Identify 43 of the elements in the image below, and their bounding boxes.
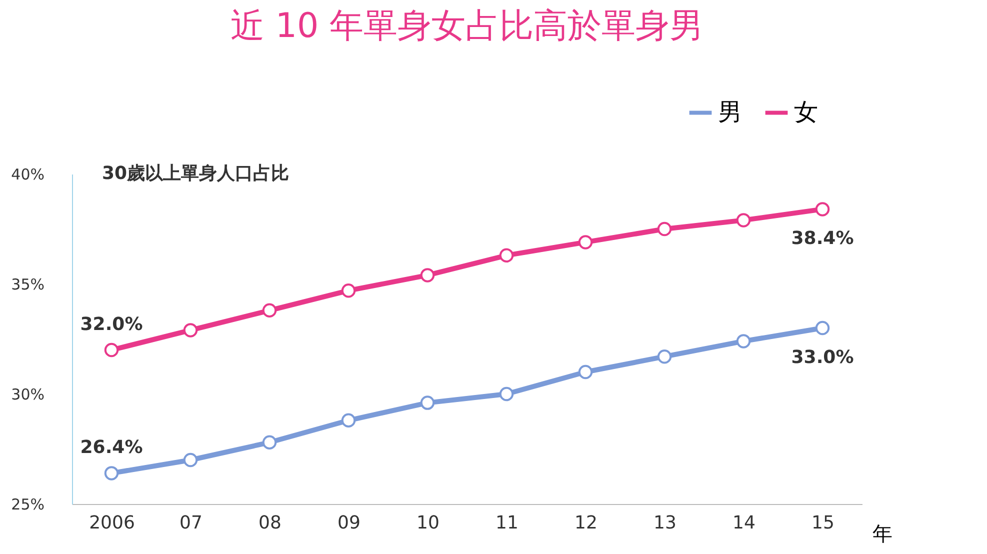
data-label: 38.4% (791, 228, 854, 250)
point (578, 364, 593, 380)
point (657, 222, 672, 236)
point (183, 323, 198, 338)
chart-title: 近 10 年單身女占比高於單身男 (230, 6, 704, 46)
y-tick-label: 35% (11, 276, 44, 294)
point (420, 268, 435, 282)
point (815, 320, 830, 336)
point (262, 303, 277, 318)
data-label: 26.4% (80, 437, 143, 458)
y-tick-label: 30% (11, 386, 44, 404)
point (657, 349, 672, 364)
x-tick-label: 09 (338, 512, 360, 534)
point (183, 452, 198, 468)
point (341, 413, 356, 428)
x-axis-title: 年 (872, 522, 892, 546)
point (499, 248, 514, 263)
point (420, 396, 435, 410)
point (815, 202, 830, 216)
point (104, 466, 119, 480)
y-tick-label: 25% (11, 496, 44, 514)
point (736, 334, 751, 348)
x-tick-label: 12 (574, 512, 598, 534)
x-tick-label: 2006 (89, 512, 135, 534)
point (341, 283, 356, 298)
x-tick-label: 13 (654, 512, 676, 534)
point (578, 235, 593, 250)
y-tick-label: 40% (11, 166, 44, 184)
x-tick-label: 14 (732, 512, 756, 534)
point (104, 342, 119, 358)
legend-label: 女 (794, 98, 818, 126)
x-tick-label: 07 (180, 512, 202, 534)
point (736, 213, 751, 228)
annotation: 30歲以上單身人口占比 (102, 163, 290, 184)
x-tick-label: 10 (416, 512, 440, 534)
x-tick-label: 15 (812, 512, 834, 534)
data-label: 33.0% (791, 347, 854, 368)
point (262, 435, 277, 450)
x-tick-label: 08 (258, 512, 282, 534)
x-tick-label: 11 (496, 512, 518, 534)
data-label: 32.0% (80, 314, 143, 335)
legend-label: 男 (718, 98, 742, 126)
point (499, 386, 514, 402)
